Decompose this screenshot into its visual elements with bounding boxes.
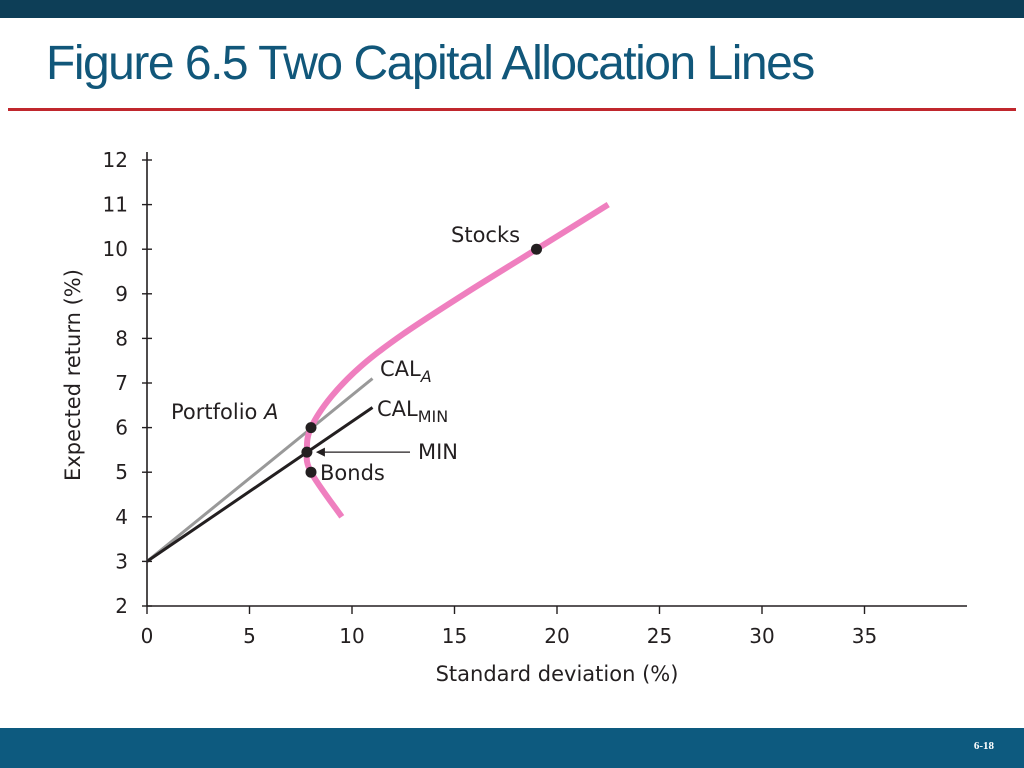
x-tick-label: 5 — [243, 624, 256, 648]
y-tick-label: 2 — [115, 594, 128, 618]
x-tick-label: 20 — [544, 624, 569, 648]
y-axis-label: Expected return (%) — [61, 269, 85, 481]
min-label: MIN — [418, 440, 458, 464]
x-axis-label: Standard deviation (%) — [436, 662, 679, 686]
min-arrow-head — [315, 447, 325, 457]
x-tick-label: 0 — [141, 624, 154, 648]
y-tick-label: 6 — [115, 416, 128, 440]
efficient-frontier-curve — [303, 202, 610, 519]
y-tick-label: 4 — [115, 505, 128, 529]
footer-bar: 6-18 — [0, 728, 1024, 768]
cal-a-line — [146, 377, 374, 563]
bonds-point — [305, 466, 317, 478]
cal-a-label: CALA — [380, 357, 432, 386]
min-point — [301, 446, 313, 458]
bonds-label: Bonds — [320, 461, 385, 485]
y-tick-label: 3 — [115, 549, 128, 573]
slide-number: 6-18 — [973, 740, 994, 752]
y-tick-label: 11 — [103, 193, 128, 217]
x-tick-label: 35 — [852, 624, 877, 648]
y-tick-label: 12 — [103, 148, 128, 172]
y-tick-label: 7 — [115, 371, 128, 395]
header-bar — [0, 0, 1024, 18]
stocks-label: Stocks — [451, 223, 520, 247]
stocks-point — [531, 243, 542, 255]
slide-title: Figure 6.5 Two Capital Allocation Lines — [46, 37, 815, 90]
y-tick-label: 8 — [115, 326, 128, 350]
x-tick-label: 15 — [442, 624, 467, 648]
cal-min-line — [146, 406, 374, 563]
chart: 2 3 4 5 6 7 8 9 10 11 12 0 5 10 15 20 25 30 35 Standard dev… — [61, 148, 967, 686]
title-rule — [8, 108, 1016, 111]
portfolio-a-label: Portfolio A — [171, 400, 278, 424]
y-tick-label: 5 — [115, 460, 128, 484]
portfolio-a-point — [305, 422, 317, 434]
cal-min-label: CALMIN — [377, 397, 448, 426]
y-tick-label: 9 — [115, 282, 128, 306]
x-tick-label: 10 — [339, 624, 364, 648]
x-tick-label: 30 — [749, 624, 774, 648]
y-tick-label: 10 — [103, 237, 128, 261]
x-tick-label: 25 — [647, 624, 672, 648]
